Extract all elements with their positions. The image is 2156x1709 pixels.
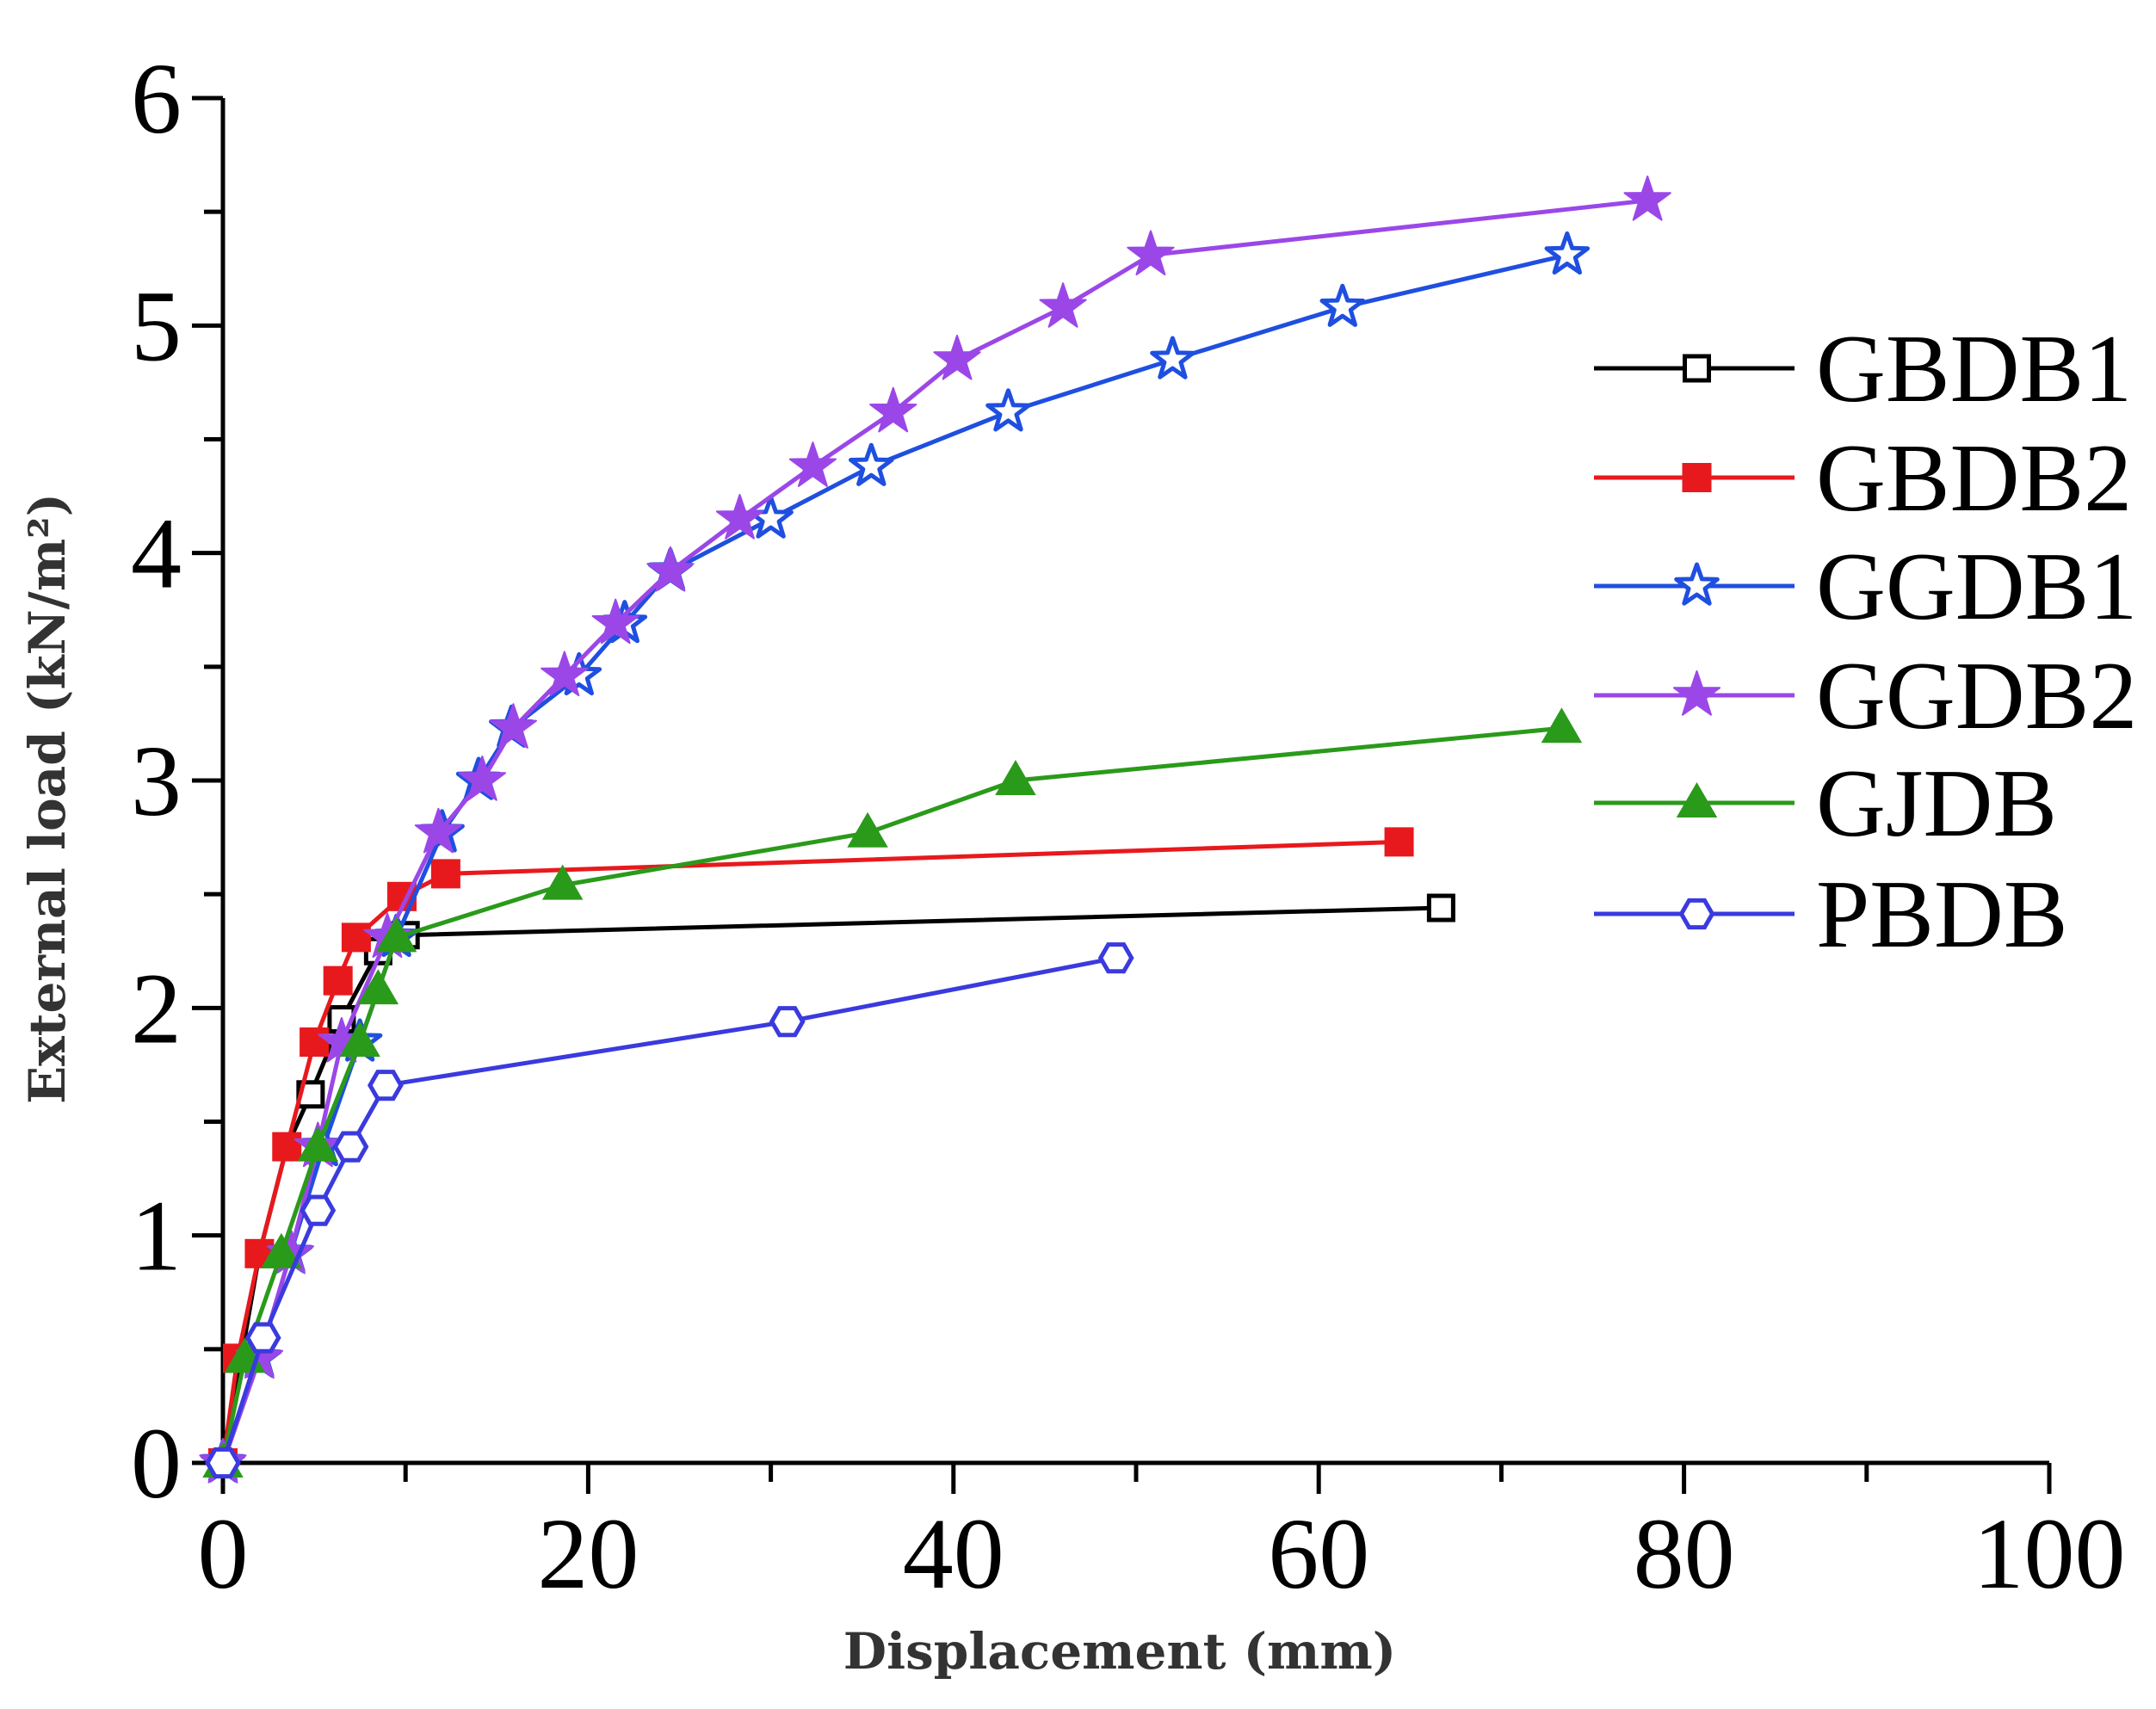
- legend-label-gbdb1: GBDB1: [1816, 316, 2132, 423]
- y-tick-label: 5: [131, 269, 182, 382]
- data-point-gbdb2: [300, 1027, 330, 1057]
- legend-marker-ggdb2: [1672, 670, 1721, 716]
- legend-label-pbdb: PBDB: [1816, 861, 2068, 968]
- data-point-pbdb: [332, 1131, 369, 1163]
- data-point-ggdb2: [646, 546, 695, 592]
- data-point-ggdb2: [933, 335, 981, 380]
- legend-marker-gbdb1: [1683, 354, 1711, 383]
- data-point-ggdb2: [1623, 176, 1671, 221]
- data-point-gjdb: [541, 864, 584, 900]
- y-tick-label: 0: [131, 1407, 182, 1520]
- y-tick-label: 1: [131, 1180, 182, 1293]
- data-point-pbdb: [300, 1194, 337, 1226]
- y-tick-label: 3: [131, 725, 182, 837]
- legend-label-gbdb2: GBDB2: [1816, 425, 2132, 532]
- axes: [220, 98, 2049, 1465]
- legend-marker-pbdb: [1678, 898, 1715, 930]
- legend-marker-gbdb2: [1682, 463, 1712, 492]
- data-point-gjdb: [339, 1021, 380, 1057]
- x-tick-label: 40: [903, 1497, 1004, 1610]
- ticks: 0 20 40 60 80 100 0 1 2 3 4 5 6: [131, 42, 2126, 1610]
- series-gjdb: [202, 707, 1583, 1478]
- x-axis-title: Displacement (mm): [843, 1622, 1396, 1681]
- data-point-pbdb: [244, 1322, 281, 1354]
- series-pbdb: [205, 942, 1134, 1479]
- data-point-pbdb: [769, 1006, 806, 1038]
- data-point-gbdb2: [272, 1132, 302, 1162]
- data-point-gjdb: [1541, 707, 1583, 743]
- data-point-ggdb2: [1127, 230, 1175, 275]
- data-point-gjdb: [261, 1232, 302, 1268]
- legend-item-gbdb1: GBDB1: [1594, 316, 2132, 423]
- data-point-ggdb2: [489, 703, 537, 749]
- data-point-gbdb1: [1426, 893, 1455, 922]
- x-tick-label: 80: [1634, 1497, 1735, 1610]
- data-point-ggdb2: [715, 494, 764, 540]
- data-point-pbdb: [1097, 942, 1134, 974]
- legend-item-ggdb2: GGDB2: [1594, 643, 2137, 750]
- legend-marker-gjdb: [1676, 782, 1718, 817]
- data-point-gjdb: [847, 811, 888, 848]
- y-axis-title: External load (kN/m²): [18, 493, 77, 1104]
- series-ggdb2: [199, 176, 1671, 1484]
- series-line-ggdb1: [220, 252, 1568, 1464]
- legend-item-pbdb: PBDB: [1594, 861, 2068, 968]
- data-point-ggdb2: [458, 756, 506, 801]
- series-gbdb1: [208, 893, 1455, 1478]
- legend-marker-ggdb1: [1674, 562, 1720, 606]
- x-tick-label: 20: [537, 1497, 639, 1610]
- y-tick-label: 2: [131, 952, 182, 1064]
- data-point-ggdb2: [1039, 282, 1087, 328]
- legend-item-gjdb: GJDB: [1594, 750, 2057, 857]
- x-tick-label: 0: [198, 1497, 249, 1610]
- data-point-gjdb: [297, 1126, 339, 1162]
- x-tick-label: 100: [1974, 1497, 2126, 1610]
- data-point-ggdb1: [985, 388, 1031, 432]
- series-line-gjdb: [220, 725, 1562, 1464]
- data-point-gbdb2: [430, 859, 460, 889]
- y-tick-label: 6: [131, 42, 182, 155]
- data-point-ggdb2: [414, 807, 462, 854]
- series-line-gbdb2: [220, 839, 1399, 1464]
- data-point-gjdb: [357, 969, 399, 1005]
- data-point-ggdb1: [1544, 231, 1591, 275]
- y-tick-label: 4: [131, 497, 182, 610]
- data-point-gjdb: [375, 916, 417, 953]
- series-line-gbdb1: [220, 905, 1442, 1464]
- x-tick-label: 60: [1268, 1497, 1369, 1610]
- data-point-pbdb: [205, 1447, 241, 1479]
- legend-item-gbdb2: GBDB2: [1594, 425, 2132, 532]
- data-point-ggdb2: [869, 386, 917, 433]
- data-point-ggdb2: [591, 598, 639, 645]
- data-point-gjdb: [995, 760, 1036, 795]
- legend-label-gjdb: GJDB: [1816, 750, 2057, 857]
- data-point-gbdb2: [341, 922, 371, 953]
- plot-area: [199, 176, 1671, 1484]
- data-point-ggdb1: [849, 442, 894, 486]
- legend-label-ggdb1: GGDB1: [1816, 534, 2137, 640]
- data-point-ggdb1: [1319, 283, 1366, 327]
- data-point-gbdb2: [1384, 827, 1414, 857]
- data-point-ggdb1: [1150, 336, 1195, 379]
- data-point-ggdb2: [541, 651, 589, 697]
- data-point-pbdb: [368, 1070, 404, 1101]
- data-point-gbdb2: [323, 966, 353, 996]
- legend-item-ggdb1: GGDB1: [1594, 534, 2137, 640]
- data-point-ggdb2: [788, 441, 837, 487]
- legend-label-ggdb2: GGDB2: [1816, 643, 2137, 750]
